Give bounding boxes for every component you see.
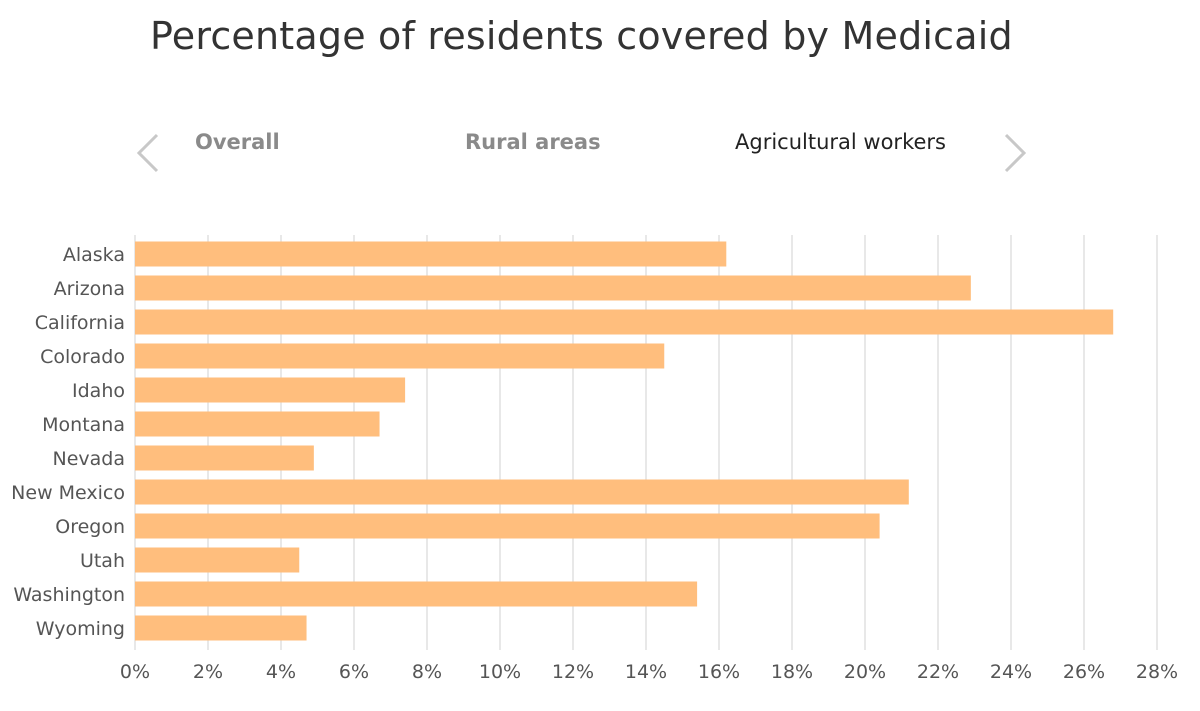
x-tick-label: 18%: [771, 661, 813, 683]
category-label: Montana: [42, 414, 125, 436]
chevron-right-icon: [1004, 133, 1027, 173]
x-tick-label: 0%: [120, 661, 150, 683]
bar-colorado[interactable]: [135, 343, 665, 369]
x-tick-label: 26%: [1063, 661, 1105, 683]
x-tick-label: 4%: [266, 661, 296, 683]
category-label: New Mexico: [11, 482, 125, 504]
category-label: Alaska: [63, 244, 125, 266]
x-tick-label: 8%: [412, 661, 442, 683]
category-labels: Alaska Arizona California Colorado Idaho Mont…: [11, 244, 125, 640]
x-tick-label: 24%: [990, 661, 1032, 683]
category-label: Washington: [13, 584, 125, 606]
x-tick-label: 28%: [1136, 661, 1178, 683]
chevron-left-icon: [136, 133, 159, 173]
category-label: Idaho: [72, 380, 125, 402]
bar-alaska[interactable]: [135, 241, 727, 267]
bar-nevada[interactable]: [135, 445, 314, 471]
bar-arizona[interactable]: [135, 275, 971, 301]
category-label: California: [35, 312, 125, 334]
grid-lines: [134, 235, 1158, 650]
bar-oregon[interactable]: [135, 513, 880, 539]
category-label: Arizona: [54, 278, 125, 300]
bar-wyoming[interactable]: [135, 615, 307, 641]
bar-california[interactable]: [135, 309, 1114, 335]
bar-idaho[interactable]: [135, 377, 406, 403]
bars: [135, 241, 1114, 641]
view-switcher: Overall Rural areas Agricultural workers: [0, 120, 1200, 180]
bar-new-mexico[interactable]: [135, 479, 909, 505]
x-tick-label: 12%: [552, 661, 594, 683]
x-axis-tick-labels: 0% 2% 4% 6% 8% 10% 12% 14% 16% 18% 20% 22% 24% 26% 28%: [120, 661, 1178, 683]
next-view-button[interactable]: [1000, 132, 1030, 178]
x-tick-label: 6%: [339, 661, 369, 683]
category-label: Wyoming: [36, 618, 125, 640]
tab-agricultural-workers[interactable]: Agricultural workers: [735, 130, 946, 154]
x-tick-label: 22%: [917, 661, 959, 683]
tab-overall[interactable]: Overall: [195, 130, 280, 154]
bar-washington[interactable]: [135, 581, 698, 607]
category-label: Nevada: [53, 448, 126, 470]
x-tick-label: 2%: [193, 661, 223, 683]
tab-rural-areas[interactable]: Rural areas: [465, 130, 601, 154]
category-label: Colorado: [40, 346, 125, 368]
bar-utah[interactable]: [135, 547, 300, 573]
page-title: Percentage of residents covered by Medic…: [150, 14, 1013, 58]
x-tick-label: 16%: [698, 661, 740, 683]
category-label: Oregon: [55, 516, 125, 538]
x-tick-label: 14%: [625, 661, 667, 683]
bar-montana[interactable]: [135, 411, 380, 437]
x-tick-label: 20%: [844, 661, 886, 683]
x-tick-label: 10%: [479, 661, 521, 683]
category-label: Utah: [80, 550, 125, 572]
previous-view-button[interactable]: [133, 132, 163, 178]
